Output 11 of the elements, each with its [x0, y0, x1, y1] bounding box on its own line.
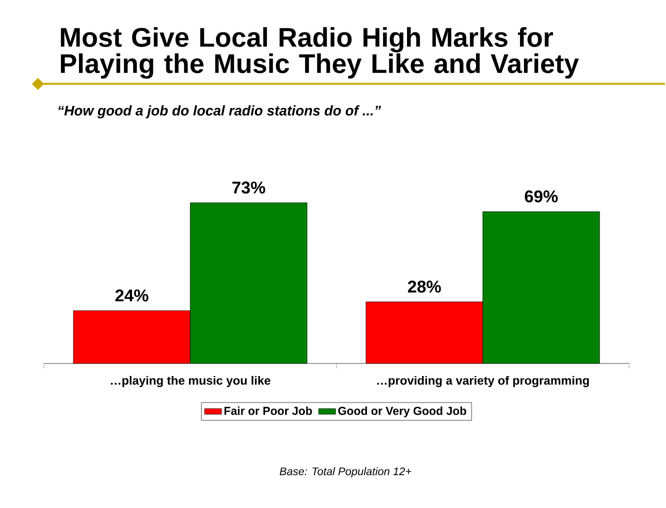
- chart-subtitle: “How good a job do local radio stations do of ...”: [58, 105, 381, 118]
- data-label: 69%: [524, 190, 558, 202]
- legend-label: Good or Very Good Job: [338, 406, 466, 418]
- data-label: 24%: [115, 289, 148, 302]
- legend-label: Fair or Poor Job: [224, 406, 312, 415]
- text: Base: Total Population 12+: [280, 467, 412, 478]
- chart-title: Most Give Local Radio High Marks for Playing the Music They Like and Variety: [60, 27, 579, 79]
- data-label: 73%: [232, 181, 266, 194]
- x-tick-label: …playing the music you like: [110, 376, 270, 388]
- x-tick-label: …providing a variety of programming: [377, 376, 589, 388]
- data-label: 28%: [408, 280, 441, 293]
